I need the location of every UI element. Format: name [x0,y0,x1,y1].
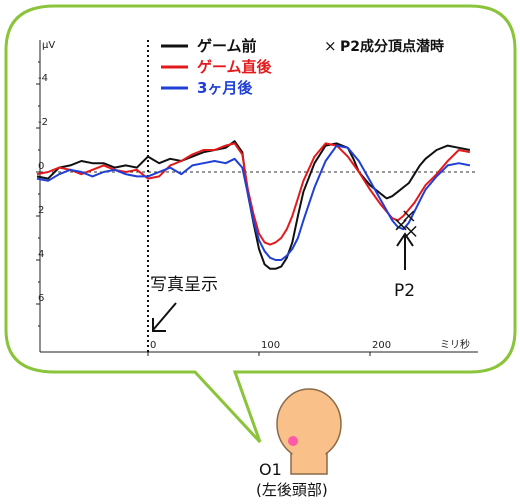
electrode-sublabel: (左後頭部) [256,481,328,499]
legend-label-series-0: ゲーム前 [197,37,257,55]
x-tick-label: 0 [150,340,156,351]
stimulus-label: 写真呈示 [150,275,218,295]
electrode-dot [288,436,298,446]
y-tick-label: 2 [38,205,44,216]
y-tick-label: -4 [38,73,48,84]
y-unit-label: μV [42,40,55,51]
electrode-label: O1 [259,460,282,479]
marker-legend-symbol: × [324,37,337,55]
head-diagram [277,389,341,474]
y-tick-label: 6 [38,293,44,304]
neck-cover [293,450,326,460]
legend-label-series-1: ゲーム直後 [197,58,273,76]
x-tick-label: 200 [372,340,391,351]
x-unit-label: ミリ秒 [440,338,470,351]
y-tick-label: 4 [38,249,44,260]
head-shape [277,389,341,459]
y-tick-label: -2 [38,117,48,128]
y-tick-label: 0 [38,161,44,172]
x-tick-label: 100 [261,340,280,351]
p2-label: P2 [394,281,415,301]
marker-legend-label: P2成分頂点潜時 [340,38,444,55]
legend-label-series-2: 3ヶ月後 [197,79,253,97]
